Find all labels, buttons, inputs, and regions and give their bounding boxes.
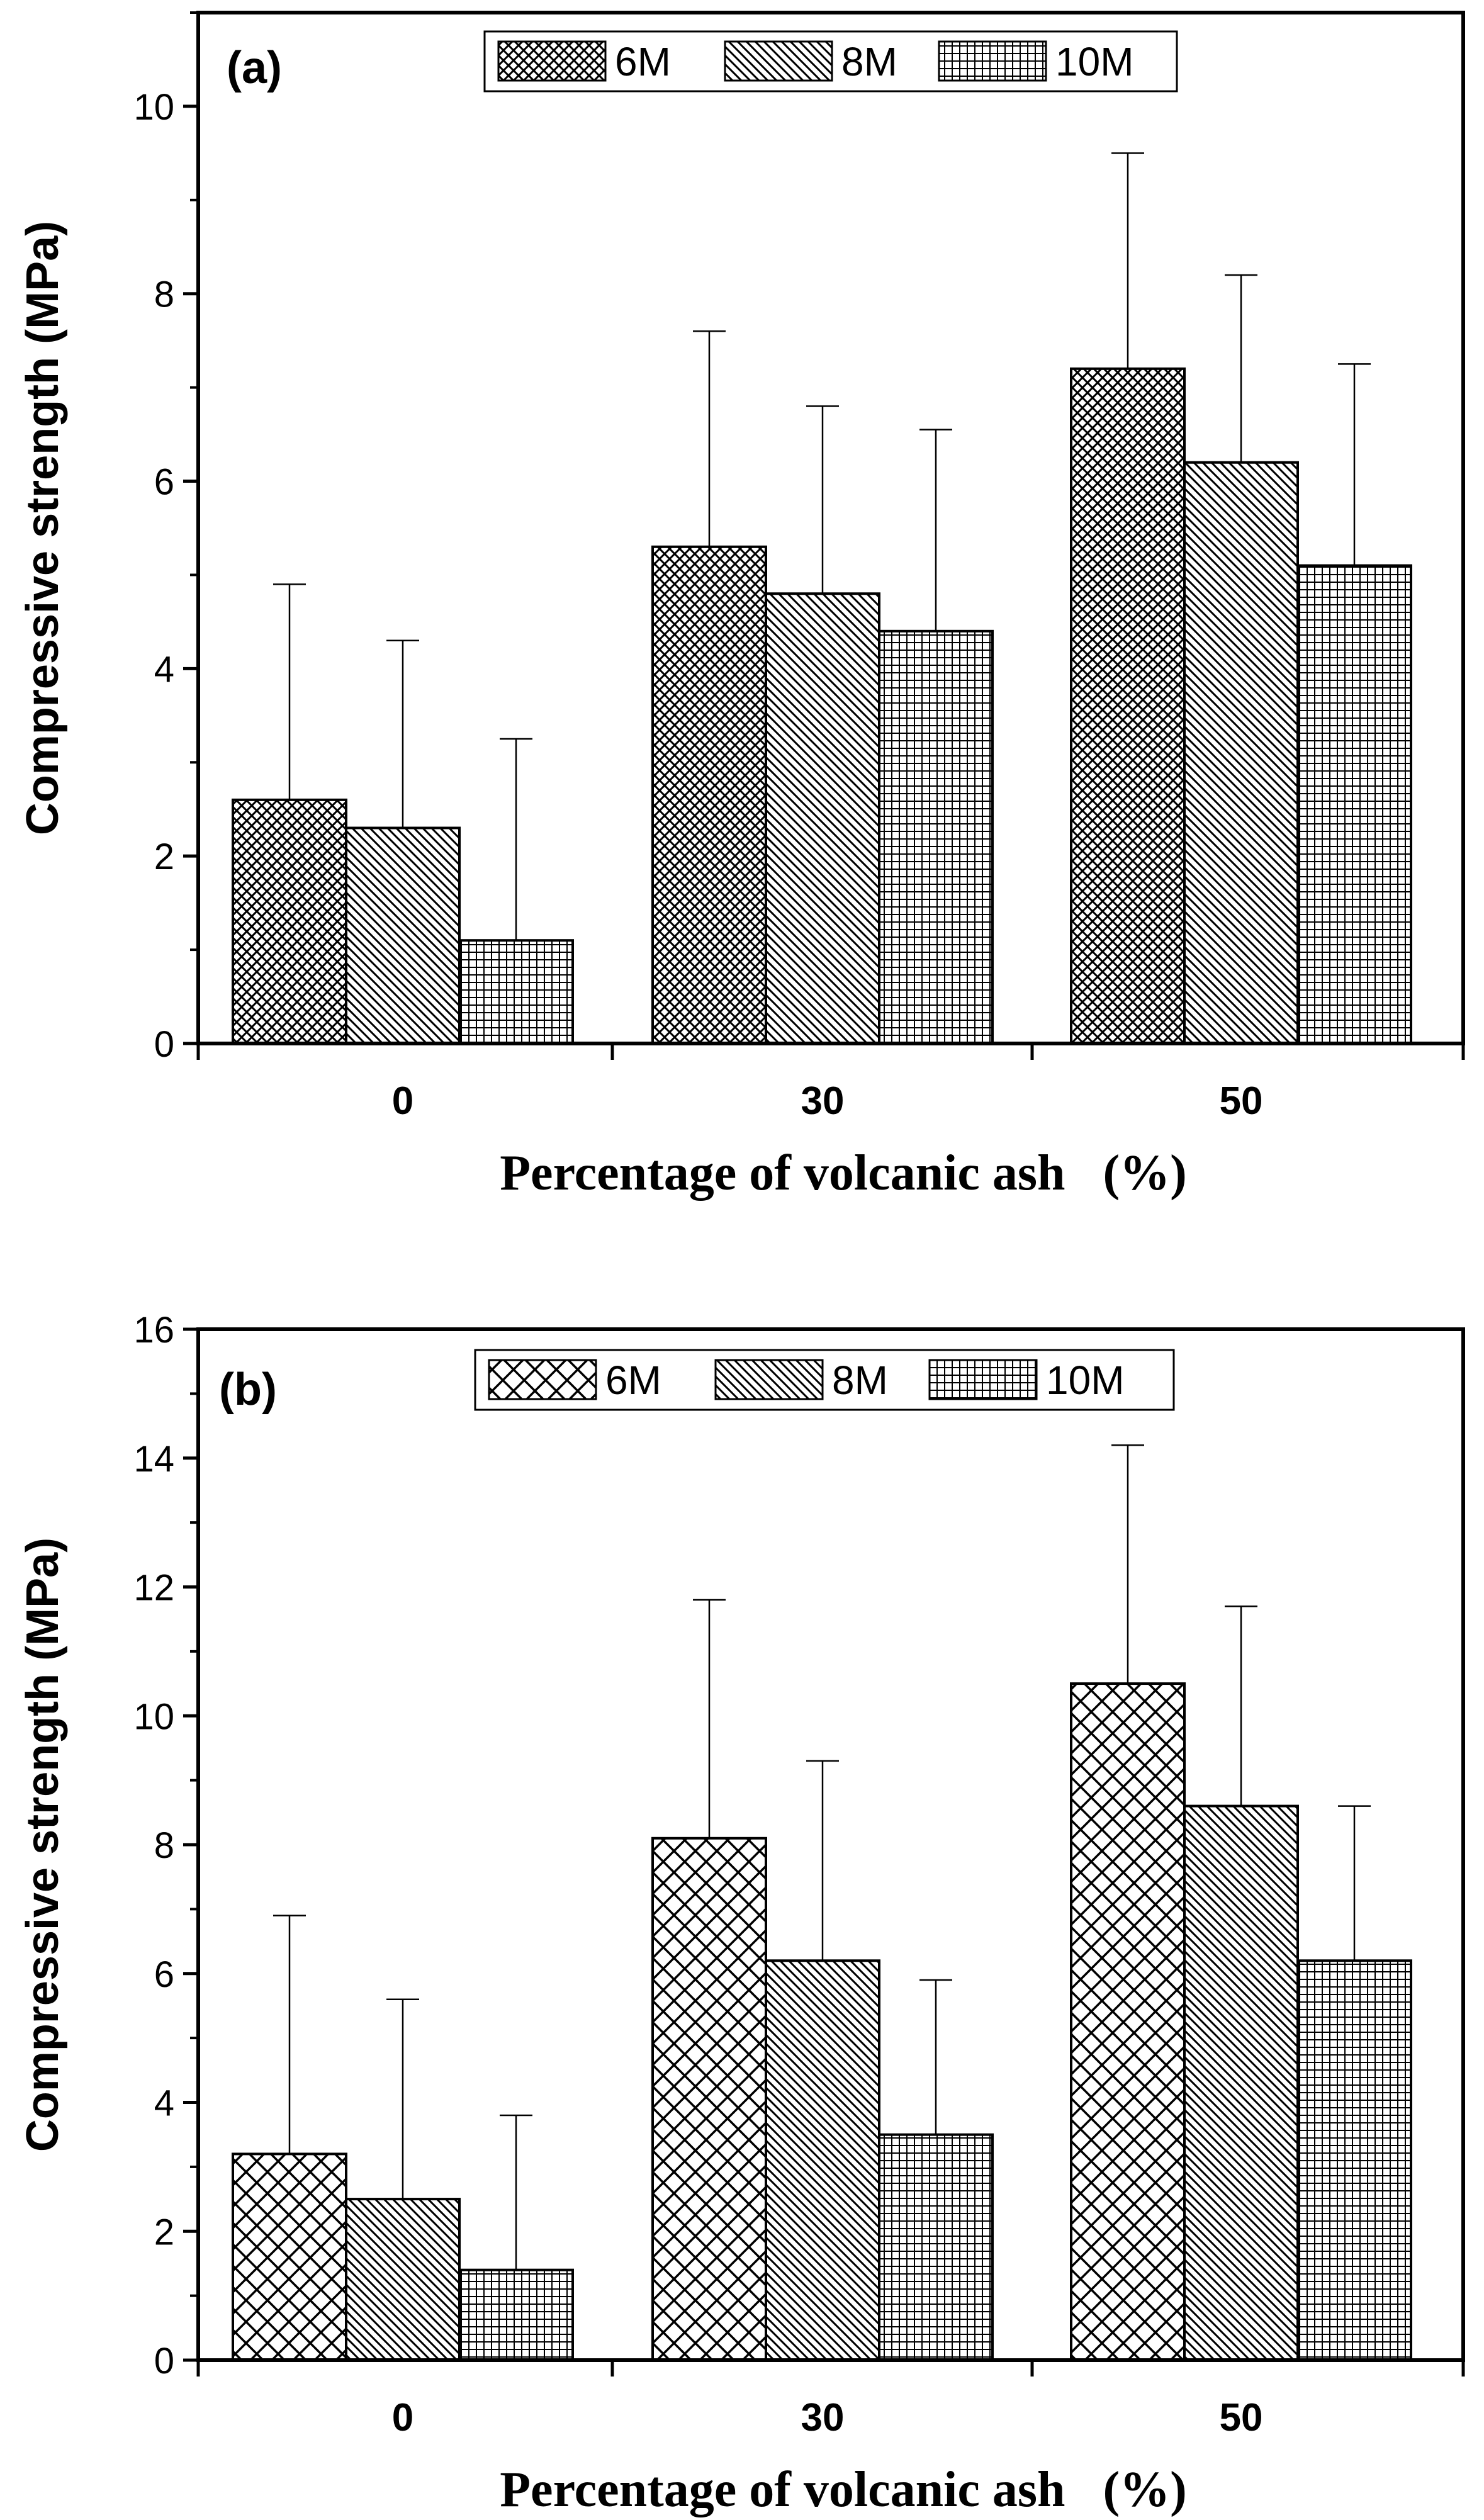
y-tick-label: 0 — [154, 2341, 174, 2382]
bars — [232, 1682, 1412, 2362]
bar-8M-30 — [765, 592, 880, 1045]
bar-8M-50 — [1183, 461, 1299, 1045]
x-tick-label: 50 — [1220, 2396, 1263, 2439]
error-bar-10M-0 — [500, 2114, 532, 2270]
legend-item-6M: 6M — [497, 39, 671, 84]
error-bar-10M-50 — [1338, 1805, 1371, 1961]
x-axis-title: Percentage of volcanic ash (%) — [500, 2462, 1187, 2517]
error-bars — [273, 1444, 1371, 2270]
legend-swatch — [928, 1359, 1038, 1400]
y-axis-title: Compressive strength (MPa) — [18, 221, 68, 835]
legend-label: 6M — [615, 39, 671, 84]
legend: 6M 8M 10M — [474, 1349, 1175, 1411]
error-bar-8M-30 — [806, 405, 839, 594]
error-bar-10M-0 — [500, 738, 532, 941]
error-bar-6M-30 — [693, 1599, 726, 1838]
bar-10M-30 — [878, 2133, 994, 2361]
legend-label: 8M — [841, 39, 897, 84]
bar-6M-0 — [232, 798, 347, 1045]
legend-swatch — [714, 1359, 824, 1400]
bar-6M-50 — [1070, 1682, 1186, 2361]
x-tick-label: 0 — [392, 1079, 413, 1123]
legend-label: 8M — [832, 1358, 888, 1403]
panel-a: 0 2 4 6 8 10 0 30 50 (a) 6M 8M 10M Compressive st… — [18, 11, 1465, 1201]
y-axis: 0 2 4 6 8 10 — [133, 11, 198, 1065]
error-bar-8M-50 — [1225, 1605, 1257, 1806]
legend-label: 6M — [605, 1358, 661, 1403]
error-bar-6M-0 — [273, 1915, 306, 2154]
y-tick-label: 12 — [133, 1568, 174, 1609]
y-tick-label: 4 — [154, 649, 174, 690]
legend: 6M 8M 10M — [483, 30, 1178, 93]
legend-item-8M: 8M — [714, 1358, 888, 1403]
legend-swatch — [724, 40, 833, 82]
y-tick-label: 2 — [154, 836, 174, 877]
error-bar-8M-50 — [1225, 274, 1257, 463]
y-tick-label: 6 — [154, 1954, 174, 1995]
y-axis: 0 2 4 6 8 10 12 14 16 — [133, 1310, 198, 2382]
error-bars — [273, 152, 1371, 941]
x-axis: 0 30 50 — [196, 2360, 1465, 2439]
bar-8M-30 — [765, 1959, 880, 2361]
y-tick-label: 16 — [133, 1310, 174, 1351]
y-tick-label: 2 — [154, 2212, 174, 2253]
panel-b: 0 2 4 6 8 10 12 14 16 0 30 50 (b) 6M 8M 10M Compress… — [18, 1310, 1465, 2517]
bar-6M-30 — [651, 545, 767, 1045]
x-axis: 0 30 50 — [196, 1043, 1465, 1123]
bar-10M-0 — [458, 2268, 574, 2362]
bar-10M-30 — [878, 629, 994, 1045]
bar-6M-0 — [232, 2152, 347, 2361]
bar-8M-0 — [345, 2198, 461, 2361]
error-bar-8M-0 — [386, 1998, 419, 2200]
y-tick-label: 4 — [154, 2083, 174, 2124]
bar-8M-0 — [345, 826, 461, 1045]
plot-frame — [196, 11, 1465, 1045]
error-bar-6M-50 — [1111, 152, 1144, 369]
error-bar-8M-0 — [386, 639, 419, 828]
bars — [232, 367, 1412, 1045]
bar-10M-50 — [1296, 564, 1412, 1045]
y-tick-label: 14 — [133, 1439, 174, 1480]
error-bar-8M-30 — [806, 1760, 839, 1961]
panel-label: (a) — [227, 43, 282, 93]
y-axis-title: Compressive strength (MPa) — [18, 1538, 68, 2152]
y-tick-label: 8 — [154, 1825, 174, 1866]
y-tick-label: 0 — [154, 1024, 174, 1065]
legend-item-6M: 6M — [488, 1358, 661, 1403]
y-tick-label: 8 — [154, 274, 174, 315]
error-bar-6M-50 — [1111, 1444, 1144, 1684]
x-tick-label: 30 — [801, 1079, 845, 1123]
bar-6M-30 — [651, 1837, 767, 2361]
legend-label: 10M — [1046, 1358, 1125, 1403]
bar-10M-0 — [458, 939, 574, 1045]
legend-swatch — [497, 40, 607, 82]
legend-item-8M: 8M — [724, 39, 897, 84]
y-tick-label: 10 — [133, 87, 174, 128]
x-tick-label: 50 — [1220, 1079, 1263, 1123]
legend-swatch — [938, 40, 1047, 82]
bar-10M-50 — [1296, 1959, 1412, 2361]
error-bar-10M-50 — [1338, 363, 1371, 566]
y-tick-label: 10 — [133, 1696, 174, 1737]
x-tick-label: 30 — [801, 2396, 845, 2439]
x-tick-label: 0 — [392, 2396, 413, 2439]
legend-swatch — [488, 1359, 597, 1400]
legend-item-10M: 10M — [938, 39, 1134, 84]
x-axis-title: Percentage of volcanic ash (%) — [500, 1145, 1187, 1201]
error-bar-10M-30 — [919, 1979, 952, 2135]
error-bar-10M-30 — [919, 429, 952, 631]
legend-item-10M: 10M — [928, 1358, 1125, 1403]
panel-label: (b) — [219, 1364, 277, 1415]
legend-label: 10M — [1055, 39, 1134, 84]
y-tick-label: 6 — [154, 462, 174, 503]
bar-6M-50 — [1070, 367, 1186, 1045]
bar-8M-50 — [1183, 1804, 1299, 2361]
error-bar-6M-0 — [273, 583, 306, 800]
error-bar-6M-30 — [693, 330, 726, 547]
